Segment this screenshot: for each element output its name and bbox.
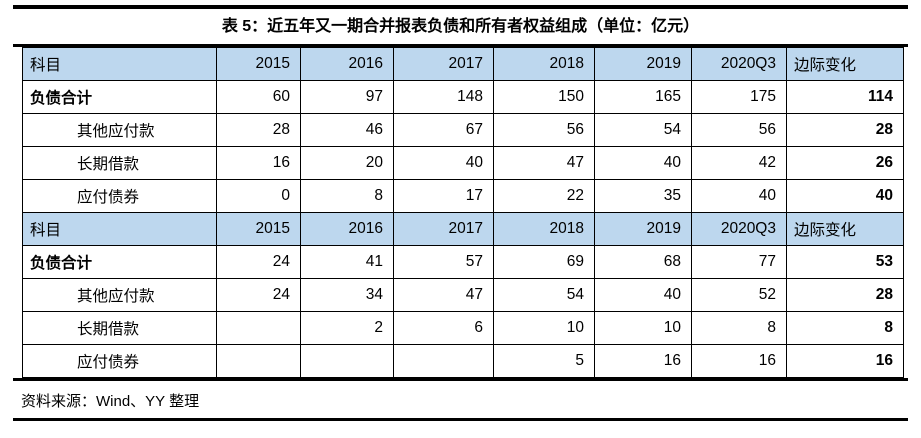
column-header: 2015 (216, 212, 301, 246)
column-header: 2017 (393, 212, 494, 246)
value-cell: 175 (691, 80, 787, 114)
value-cell (393, 344, 494, 378)
value-cell: 56 (493, 113, 595, 147)
table-bottom-rule (13, 378, 908, 381)
table-title: 表 5：近五年又一期合并报表负债和所有者权益组成（单位：亿元） (221, 18, 700, 35)
top-rule (13, 5, 908, 9)
value-cell: 41 (300, 245, 394, 279)
value-cell: 67 (393, 113, 494, 147)
value-cell: 0 (216, 179, 301, 213)
value-cell: 52 (691, 278, 787, 312)
value-cell: 16 (594, 344, 692, 378)
value-cell: 6 (393, 311, 494, 345)
value-cell: 60 (216, 80, 301, 114)
column-header: 2020Q3 (691, 212, 787, 246)
column-header: 2016 (300, 47, 394, 81)
row-label: 长期借款 (22, 311, 217, 345)
data-row: 其他应付款 24 34 47 54 40 52 28 (22, 278, 904, 312)
value-cell: 150 (493, 80, 595, 114)
financial-table: 科目 2015 2016 2017 2018 2019 2020Q3 边际变化 负债合计 60 97… (22, 47, 904, 378)
value-cell: 22 (493, 179, 595, 213)
data-row: 应付债券 5 16 16 16 (22, 344, 904, 378)
value-cell: 53 (786, 245, 904, 279)
column-header: 2020Q3 (691, 47, 787, 81)
value-cell (216, 311, 301, 345)
value-cell: 8 (786, 311, 904, 345)
row-label: 应付债券 (22, 179, 217, 213)
value-cell: 165 (594, 80, 692, 114)
column-header: 2019 (594, 212, 692, 246)
column-header: 2016 (300, 212, 394, 246)
value-cell: 57 (393, 245, 494, 279)
value-cell: 47 (393, 278, 494, 312)
value-cell: 97 (300, 80, 394, 114)
column-header-subject: 科目 (22, 47, 217, 81)
source-note: 资料来源：Wind、YY 整理 (21, 393, 200, 410)
value-cell: 46 (300, 113, 394, 147)
value-cell: 2 (300, 311, 394, 345)
value-cell: 8 (300, 179, 394, 213)
value-cell: 10 (594, 311, 692, 345)
data-row: 负债合计 60 97 148 150 165 175 114 (22, 80, 904, 114)
value-cell (300, 344, 394, 378)
value-cell: 34 (300, 278, 394, 312)
value-cell: 47 (493, 146, 595, 180)
column-header: 边际变化 (786, 47, 904, 81)
value-cell: 40 (786, 179, 904, 213)
row-label: 负债合计 (22, 80, 217, 114)
data-row: 负债合计 24 41 57 69 68 77 53 (22, 245, 904, 279)
value-cell: 68 (594, 245, 692, 279)
value-cell: 40 (594, 278, 692, 312)
value-cell: 56 (691, 113, 787, 147)
column-header-subject: 科目 (22, 212, 217, 246)
value-cell: 42 (691, 146, 787, 180)
row-label: 其他应付款 (22, 113, 217, 147)
value-cell: 24 (216, 278, 301, 312)
value-cell: 35 (594, 179, 692, 213)
column-header: 2017 (393, 47, 494, 81)
column-header: 2018 (493, 212, 595, 246)
table-body: 科目 2015 2016 2017 2018 2019 2020Q3 边际变化 负债合计 60 97… (22, 47, 904, 378)
value-cell: 40 (594, 146, 692, 180)
column-header: 边际变化 (786, 212, 904, 246)
column-header: 2019 (594, 47, 692, 81)
value-cell: 54 (594, 113, 692, 147)
value-cell (216, 344, 301, 378)
row-label: 应付债券 (22, 344, 217, 378)
header-row: 科目 2015 2016 2017 2018 2019 2020Q3 边际变化 (22, 212, 904, 246)
row-label: 负债合计 (22, 245, 217, 279)
value-cell: 28 (786, 278, 904, 312)
value-cell: 5 (493, 344, 595, 378)
value-cell: 16 (691, 344, 787, 378)
column-header: 2015 (216, 47, 301, 81)
row-label: 长期借款 (22, 146, 217, 180)
value-cell: 28 (216, 113, 301, 147)
row-label: 其他应付款 (22, 278, 217, 312)
column-header: 2018 (493, 47, 595, 81)
data-row: 其他应付款 28 46 67 56 54 56 28 (22, 113, 904, 147)
value-cell: 40 (393, 146, 494, 180)
data-row: 应付债券 0 8 17 22 35 40 40 (22, 179, 904, 213)
value-cell: 54 (493, 278, 595, 312)
value-cell: 114 (786, 80, 904, 114)
value-cell: 40 (691, 179, 787, 213)
value-cell: 20 (300, 146, 394, 180)
value-cell: 69 (493, 245, 595, 279)
value-cell: 10 (493, 311, 595, 345)
header-row: 科目 2015 2016 2017 2018 2019 2020Q3 边际变化 (22, 47, 904, 81)
value-cell: 148 (393, 80, 494, 114)
value-cell: 8 (691, 311, 787, 345)
data-row: 长期借款 2 6 10 10 8 8 (22, 311, 904, 345)
bottom-rule (13, 418, 908, 421)
data-row: 长期借款 16 20 40 47 40 42 26 (22, 146, 904, 180)
value-cell: 24 (216, 245, 301, 279)
table-top-rule (13, 44, 908, 47)
value-cell: 26 (786, 146, 904, 180)
value-cell: 17 (393, 179, 494, 213)
value-cell: 28 (786, 113, 904, 147)
report-table-block: 表 5：近五年又一期合并报表负债和所有者权益组成（单位：亿元） 科目 2015 20… (13, 5, 908, 421)
value-cell: 16 (216, 146, 301, 180)
value-cell: 77 (691, 245, 787, 279)
value-cell: 16 (786, 344, 904, 378)
